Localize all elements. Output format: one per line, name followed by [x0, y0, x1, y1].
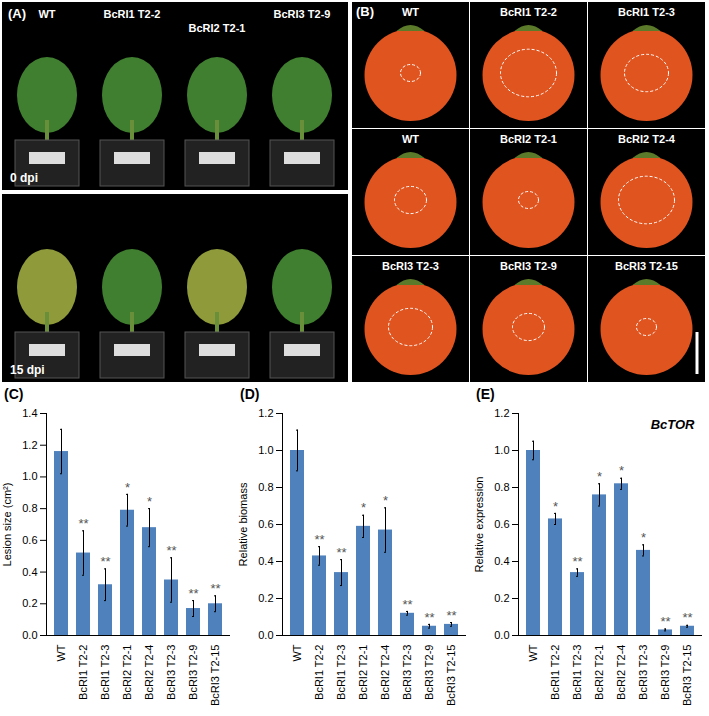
svg-text:BcRI1 T2-2: BcRI1 T2-2 [500, 6, 557, 18]
svg-text:BcRI3 T2-15: BcRI3 T2-15 [445, 645, 457, 707]
svg-text:BcRI1 T2-3: BcRI1 T2-3 [99, 645, 111, 700]
svg-text:Relative expression: Relative expression [473, 477, 485, 573]
svg-text:1.2: 1.2 [494, 407, 509, 419]
svg-text:**: ** [100, 554, 110, 569]
svg-text:BcRI1 T2-2: BcRI1 T2-2 [77, 645, 89, 700]
svg-text:BcRI3 T2-15: BcRI3 T2-15 [209, 645, 221, 707]
svg-text:0.2: 0.2 [22, 597, 37, 609]
svg-text:WT: WT [527, 644, 539, 661]
svg-text:BcRI3 T2-3: BcRI3 T2-3 [637, 645, 649, 700]
svg-text:**: ** [336, 545, 346, 560]
svg-text:BcRI3 T2-9: BcRI3 T2-9 [500, 260, 557, 272]
svg-text:WT: WT [55, 644, 67, 661]
svg-text:BcRI2 T2-1: BcRI2 T2-1 [500, 133, 557, 145]
svg-text:Lesion size (cm²): Lesion size (cm²) [1, 483, 13, 567]
svg-text:0.8: 0.8 [22, 502, 37, 514]
svg-text:0.0: 0.0 [258, 629, 273, 641]
svg-text:**: ** [78, 516, 88, 531]
svg-text:**: ** [424, 610, 434, 625]
svg-text:**: ** [572, 554, 582, 569]
svg-text:0.4: 0.4 [258, 555, 273, 567]
svg-text:*: * [361, 500, 366, 515]
svg-text:**: ** [402, 597, 412, 612]
svg-text:BcRI3 T2-15: BcRI3 T2-15 [615, 260, 678, 272]
svg-text:BcRI1 T2-2: BcRI1 T2-2 [549, 645, 561, 700]
svg-text:BcRI2 T2-1: BcRI2 T2-1 [357, 645, 369, 700]
svg-text:BcRI1 T2-2: BcRI1 T2-2 [313, 645, 325, 700]
svg-text:0.6: 0.6 [258, 518, 273, 530]
svg-text:0.4: 0.4 [494, 555, 509, 567]
svg-text:(A): (A) [8, 6, 26, 21]
svg-text:**: ** [446, 608, 456, 623]
svg-text:*: * [147, 494, 152, 509]
svg-text:0.8: 0.8 [258, 481, 273, 493]
svg-text:*: * [383, 493, 388, 508]
svg-text:BcRI3 T2-15: BcRI3 T2-15 [681, 645, 693, 707]
html-text:(E): (E) [476, 386, 495, 402]
svg-text:1.0: 1.0 [258, 444, 273, 456]
svg-text:BcRI3 T2-3: BcRI3 T2-3 [382, 260, 439, 272]
svg-text:WT: WT [402, 6, 419, 18]
html-text:(C): (C) [4, 386, 24, 402]
svg-text:*: * [641, 530, 646, 545]
html-text:(D): (D) [240, 386, 260, 402]
svg-text:1.0: 1.0 [494, 444, 509, 456]
svg-text:BcRI3 T2-9: BcRI3 T2-9 [659, 645, 671, 700]
svg-text:BcRI1 T2-3: BcRI1 T2-3 [335, 645, 347, 700]
svg-text:Relative biomass: Relative biomass [237, 482, 249, 566]
svg-text:BcRI2 T2-4: BcRI2 T2-4 [143, 645, 155, 700]
svg-text:WT: WT [291, 644, 303, 661]
svg-text:15 dpi: 15 dpi [10, 363, 45, 377]
svg-text:**: ** [188, 586, 198, 601]
svg-text:0.6: 0.6 [494, 518, 509, 530]
svg-text:0.0: 0.0 [494, 629, 509, 641]
svg-text:BcRI2 T2-4: BcRI2 T2-4 [618, 133, 676, 145]
svg-text:1.2: 1.2 [258, 407, 273, 419]
svg-text:BcRI1 T2-2: BcRI1 T2-2 [104, 8, 161, 20]
svg-text:BcRI3 T2-9: BcRI3 T2-9 [423, 645, 435, 700]
svg-text:WT: WT [402, 133, 419, 145]
svg-text:0 dpi: 0 dpi [10, 171, 38, 185]
svg-text:0.8: 0.8 [494, 481, 509, 493]
svg-text:BcTOR: BcTOR [651, 417, 695, 432]
svg-text:0.2: 0.2 [494, 592, 509, 604]
svg-text:1.4: 1.4 [22, 407, 37, 419]
svg-text:BcRI3 T2-9: BcRI3 T2-9 [274, 8, 331, 20]
svg-text:BcRI2 T2-4: BcRI2 T2-4 [615, 645, 627, 700]
svg-text:0.2: 0.2 [258, 592, 273, 604]
svg-text:BcRI2 T2-1: BcRI2 T2-1 [189, 22, 246, 34]
svg-text:(B): (B) [356, 4, 374, 19]
svg-text:*: * [125, 480, 130, 495]
svg-text:**: ** [210, 581, 220, 596]
svg-text:0.6: 0.6 [22, 534, 37, 546]
svg-text:WT: WT [38, 8, 55, 20]
svg-text:**: ** [314, 532, 324, 547]
svg-text:BcRI2 T2-1: BcRI2 T2-1 [593, 645, 605, 700]
svg-text:BcRI3 T2-9: BcRI3 T2-9 [187, 645, 199, 700]
svg-text:1.2: 1.2 [22, 439, 37, 451]
svg-text:**: ** [660, 614, 670, 629]
svg-text:BcRI2 T2-4: BcRI2 T2-4 [379, 645, 391, 700]
svg-text:BcRI1 T2-3: BcRI1 T2-3 [571, 645, 583, 700]
svg-text:**: ** [682, 610, 692, 625]
svg-text:0.4: 0.4 [22, 566, 37, 578]
svg-text:1.0: 1.0 [22, 470, 37, 482]
svg-text:**: ** [166, 543, 176, 558]
svg-text:*: * [597, 469, 602, 484]
svg-text:*: * [619, 463, 624, 478]
svg-text:BcRI3 T2-3: BcRI3 T2-3 [165, 645, 177, 700]
svg-text:BcRI1 T2-3: BcRI1 T2-3 [618, 6, 675, 18]
svg-text:BcRI2 T2-1: BcRI2 T2-1 [121, 645, 133, 700]
svg-text:0.0: 0.0 [22, 629, 37, 641]
svg-text:*: * [553, 499, 558, 514]
svg-text:BcRI3 T2-3: BcRI3 T2-3 [401, 645, 413, 700]
